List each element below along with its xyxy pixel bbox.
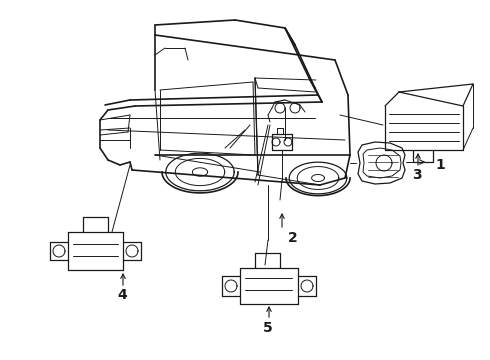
- Text: 1: 1: [435, 158, 445, 172]
- Text: 3: 3: [412, 168, 421, 182]
- Text: 5: 5: [263, 321, 273, 335]
- Text: 4: 4: [117, 288, 127, 302]
- Text: 2: 2: [288, 231, 298, 245]
